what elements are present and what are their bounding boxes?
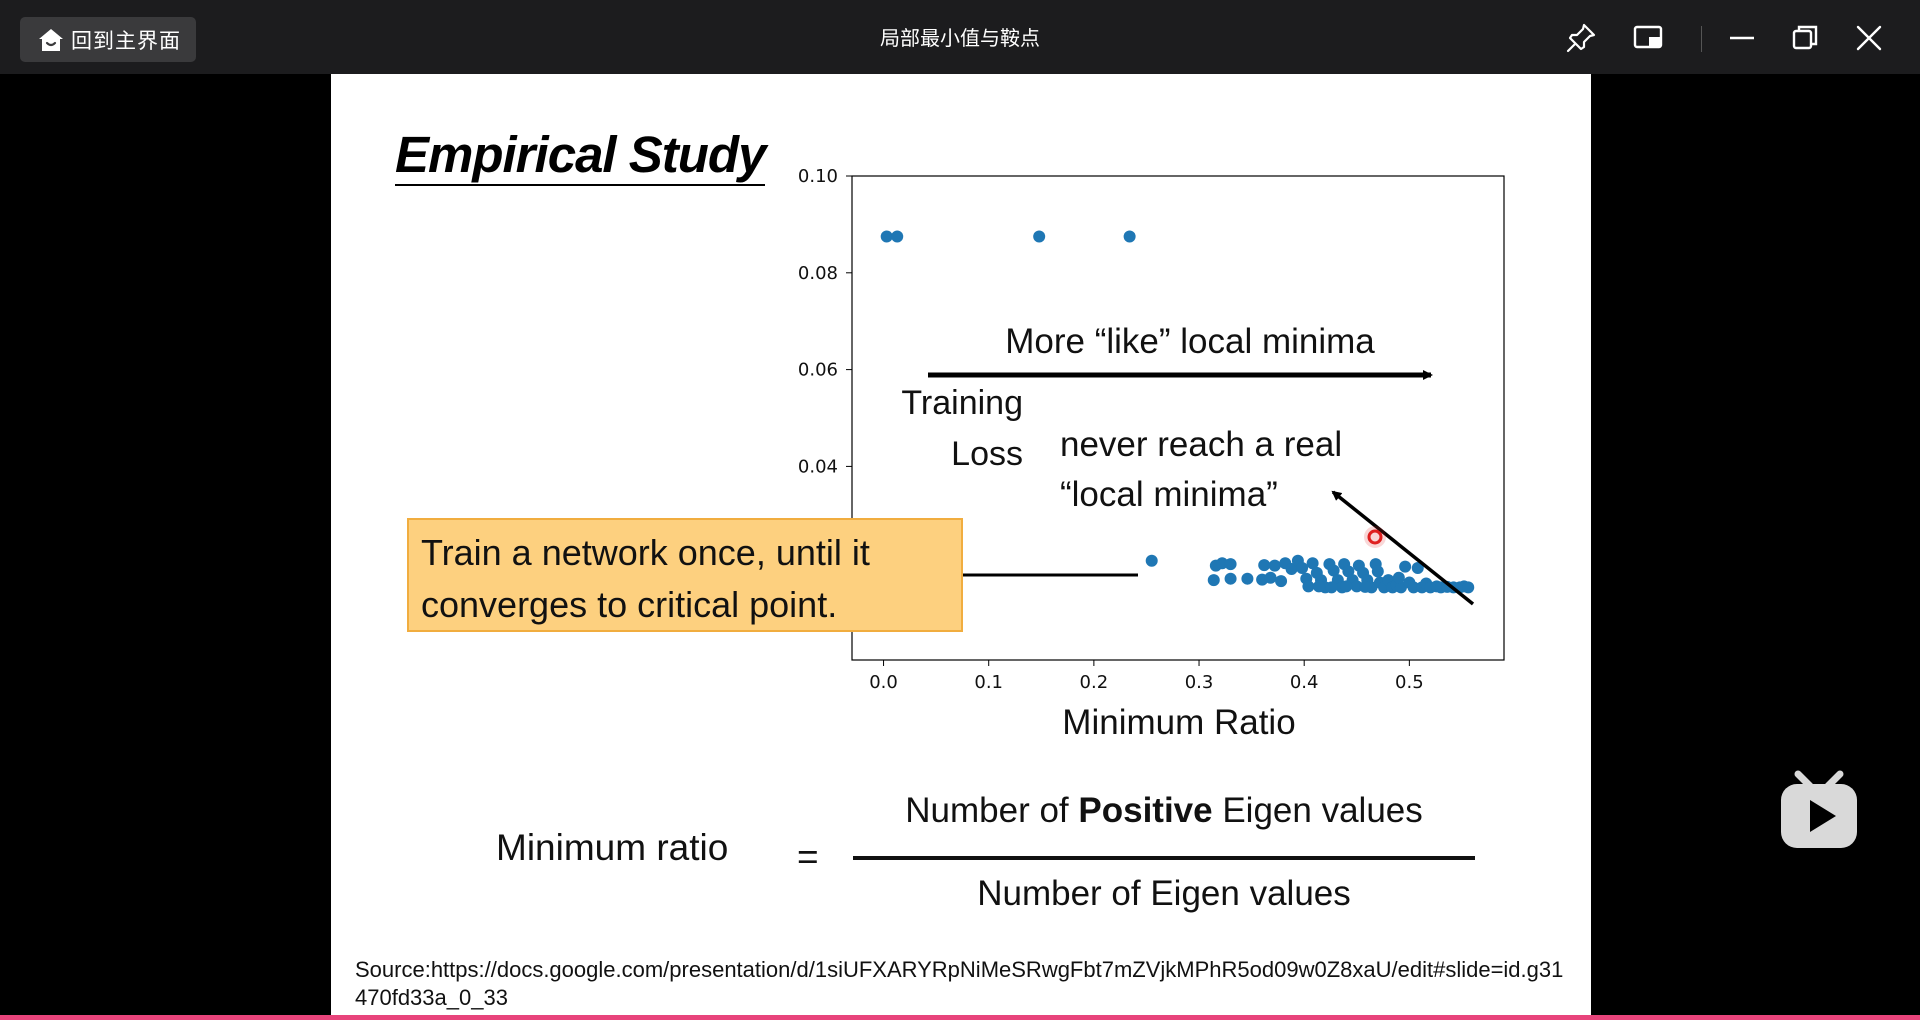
data-point (1268, 559, 1281, 572)
data-point (880, 230, 893, 243)
pin-button[interactable] (1563, 20, 1599, 56)
data-point (1033, 230, 1046, 243)
data-point (1224, 558, 1237, 571)
data-point (1275, 575, 1288, 588)
source-citation: Source:https://docs.google.com/presentat… (355, 957, 1564, 1010)
home-button-label: 回到主界面 (71, 29, 181, 53)
data-point (1264, 571, 1277, 584)
title-bar: 回到主界面 局部最小值与鞍点 (0, 0, 1920, 74)
data-point (1306, 557, 1319, 570)
formula-denominator: Number of Eigen values (977, 874, 1351, 913)
formula-numerator: Number of Positive Eigen values (853, 791, 1475, 831)
data-point (891, 230, 904, 243)
x-tick-label: 0.5 (1395, 672, 1424, 693)
data-point (1302, 580, 1315, 593)
x-tick-label: 0.4 (1290, 672, 1319, 693)
diagonal-arrow (1331, 490, 1475, 606)
x-tick-label: 0.0 (869, 672, 898, 693)
title-separator (1701, 26, 1702, 52)
cursor-indicator (1367, 529, 1383, 545)
data-point (1325, 581, 1338, 594)
data-point (1371, 565, 1384, 578)
home-icon (37, 26, 65, 54)
minimize-button[interactable] (1724, 20, 1760, 56)
callout-box: Train a network once, until it converges… (407, 518, 963, 632)
mini-player-button[interactable] (1630, 20, 1666, 56)
play-logo-button[interactable] (1778, 770, 1860, 857)
annotation-never-line2: “local minima” (1060, 475, 1278, 514)
formula-equals: = (797, 836, 819, 877)
x-tick-label: 0.1 (974, 672, 1003, 693)
minimize-icon (1730, 36, 1754, 40)
scatter-chart: 0.020.040.060.080.10 0.00.10.20.30.40.5 … (798, 166, 1505, 742)
data-point (1399, 560, 1412, 573)
data-point (1145, 554, 1158, 567)
data-point (1312, 580, 1325, 593)
home-button[interactable]: 回到主界面 (20, 17, 196, 62)
data-point (1207, 574, 1220, 587)
data-point (1392, 571, 1405, 584)
data-point (1285, 563, 1298, 576)
numerator-prefix: Number of (905, 791, 1079, 830)
chart-frame (851, 175, 1505, 661)
data-point (1462, 581, 1475, 594)
numerator-bold: Positive (1078, 791, 1213, 830)
pin-icon (1566, 23, 1596, 53)
data-point (1407, 581, 1420, 594)
data-point (1411, 562, 1424, 575)
data-point (1241, 572, 1254, 585)
y-axis-label-line2: Loss (951, 435, 1023, 473)
bilibili-play-icon (1781, 770, 1857, 848)
data-point (1224, 572, 1237, 585)
data-point (1359, 580, 1372, 593)
y-tick-label: 0.10 (798, 166, 838, 187)
fraction-line (853, 856, 1475, 860)
picture-in-picture-icon (1633, 25, 1663, 49)
data-point (1327, 564, 1340, 577)
x-tick-label: 0.2 (1080, 672, 1109, 693)
restore-button[interactable] (1787, 20, 1823, 56)
close-button[interactable] (1851, 20, 1887, 56)
formula-left: Minimum ratio (496, 827, 729, 868)
slide-heading: Empirical Study (395, 126, 766, 186)
restore-icon (1792, 25, 1818, 50)
y-axis-label-line1: Training (901, 384, 1023, 422)
numerator-suffix: Eigen values (1212, 791, 1423, 830)
close-icon (1856, 25, 1882, 51)
callout-line2: converges to critical point. (421, 584, 838, 625)
data-point (1258, 559, 1271, 572)
progress-accent-line (0, 1015, 1920, 1020)
annotation-never-line1: never reach a real (1060, 425, 1342, 464)
annotation-more-like-local-minima: More “like” local minima (1005, 322, 1375, 361)
data-point (1340, 580, 1353, 593)
x-tick-label: 0.3 (1185, 672, 1214, 693)
video-frame-slide[interactable]: Empirical Study Training Loss 0.020.040.… (331, 74, 1591, 1015)
y-tick-label: 0.06 (798, 360, 838, 381)
x-axis-label: Minimum Ratio (1062, 703, 1295, 742)
data-point (1123, 230, 1136, 243)
y-tick-label: 0.04 (798, 456, 838, 477)
y-tick-label: 0.08 (798, 263, 838, 284)
data-point (1296, 562, 1309, 575)
callout-line1: Train a network once, until it (421, 532, 870, 573)
